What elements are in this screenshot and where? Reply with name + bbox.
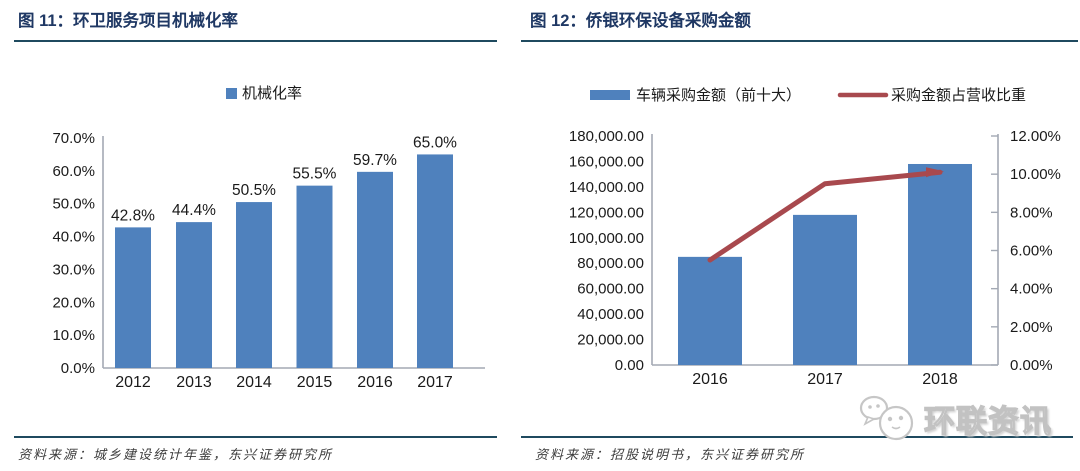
bar-value-label: 55.5% (293, 166, 337, 183)
bar-value-label: 65.0% (413, 134, 457, 151)
equipment-purchase-combo-chart: 车辆采购金额（前十大） 采购金额占营收比重 0.00 20,000.00 40,000.… (569, 87, 1061, 388)
x-axis-category-label: 2017 (807, 371, 843, 388)
y-axis-tick-label: 60.0% (52, 163, 95, 180)
right-y-axis-tick-label: 4.00% (1010, 281, 1053, 298)
left-y-axis-tick-label: 100,000.00 (569, 230, 644, 247)
revenue-ratio-line (707, 169, 943, 263)
left-y-axis-tick-label: 80,000.00 (577, 255, 644, 272)
y-axis-tick-label: 20.0% (52, 294, 95, 311)
left-y-axis-tick-label: 120,000.00 (569, 204, 644, 221)
y-axis-tick-label: 70.0% (52, 130, 95, 147)
right-y-axis-tick-label: 0.00% (1010, 357, 1053, 374)
y-axis-tick-label: 50.0% (52, 196, 95, 213)
bar-value-label: 50.5% (232, 182, 276, 199)
x-axis-category-label: 2016 (692, 371, 728, 388)
source-divider-right (521, 436, 1073, 438)
title-divider-left (14, 40, 497, 42)
legend-label-mechanization: 机械化率 (242, 85, 302, 102)
bar-2017 (417, 154, 453, 368)
bar-2018 (908, 163, 972, 365)
title-divider-right (521, 40, 1078, 42)
left-y-axis-tick-label: 60,000.00 (577, 281, 644, 298)
bar-2016 (678, 256, 742, 365)
y-axis-tick-label: 0.0% (61, 360, 95, 377)
figure-12-title: 图 12：侨银环保设备采购金额 (530, 12, 751, 30)
right-y-axis-tick-label: 8.00% (1010, 204, 1053, 221)
x-axis-category-label: 2016 (357, 374, 393, 391)
mechanization-rate-bar-chart: 机械化率 0.0% 10.0% 20.0% 30.0% 40.0% 50.0% 60.0% 70… (52, 85, 485, 391)
bar-value-label: 42.8% (111, 207, 155, 224)
x-axis-category-label: 2015 (297, 374, 333, 391)
x-axis-category-label: 2013 (176, 374, 212, 391)
source-note-right: 资料来源：招股说明书，东兴证券研究所 (535, 447, 806, 462)
x-axis-category-label: 2017 (417, 374, 453, 391)
bar-2016 (357, 171, 393, 368)
left-y-axis-tick-label: 20,000.00 (577, 332, 644, 349)
right-y-axis-tick-label: 6.00% (1010, 243, 1053, 260)
legend-swatch-purchase-amount (590, 90, 630, 100)
left-y-axis-tick-label: 140,000.00 (569, 179, 644, 196)
bar-2017 (793, 214, 857, 365)
bar-2012 (115, 227, 151, 368)
x-axis-category-label: 2018 (922, 371, 958, 388)
right-y-axis-tick-label: 10.00% (1010, 166, 1061, 183)
figure-11-title: 图 11：环卫服务项目机械化率 (18, 12, 239, 30)
bar-value-label: 44.4% (172, 202, 216, 219)
y-axis-tick-label: 10.0% (52, 327, 95, 344)
huanlian-watermark: 环联资讯 (858, 393, 1052, 443)
y-axis-tick-label: 40.0% (52, 229, 95, 246)
legend-label-purchase-amount: 车辆采购金额（前十大） (636, 87, 801, 104)
line-end-tip (926, 167, 944, 178)
bar-2014 (236, 202, 272, 368)
bar-2013 (176, 222, 212, 368)
source-divider-left (14, 436, 497, 438)
legend-label-revenue-ratio: 采购金额占营收比重 (891, 87, 1026, 104)
left-y-axis-tick-label: 0.00 (615, 357, 644, 374)
bar-2015 (296, 185, 333, 368)
x-axis-category-label: 2014 (236, 374, 272, 391)
x-axis-category-label: 2012 (115, 374, 151, 391)
right-y-axis-tick-label: 2.00% (1010, 319, 1053, 336)
watermark-text: 环联资讯 (923, 403, 1052, 439)
left-y-axis-tick-label: 180,000.00 (569, 128, 644, 145)
left-y-axis-tick-label: 40,000.00 (577, 306, 644, 323)
legend-swatch-mechanization (226, 88, 237, 99)
left-y-axis-tick-label: 160,000.00 (569, 153, 644, 170)
right-y-axis-tick-label: 12.00% (1010, 128, 1061, 145)
source-note-left: 资料来源：城乡建设统计年鉴，东兴证券研究所 (18, 447, 334, 462)
y-axis-tick-label: 30.0% (52, 261, 95, 278)
bar-value-label: 59.7% (353, 152, 397, 169)
chat-bubbles-icon (859, 395, 914, 441)
